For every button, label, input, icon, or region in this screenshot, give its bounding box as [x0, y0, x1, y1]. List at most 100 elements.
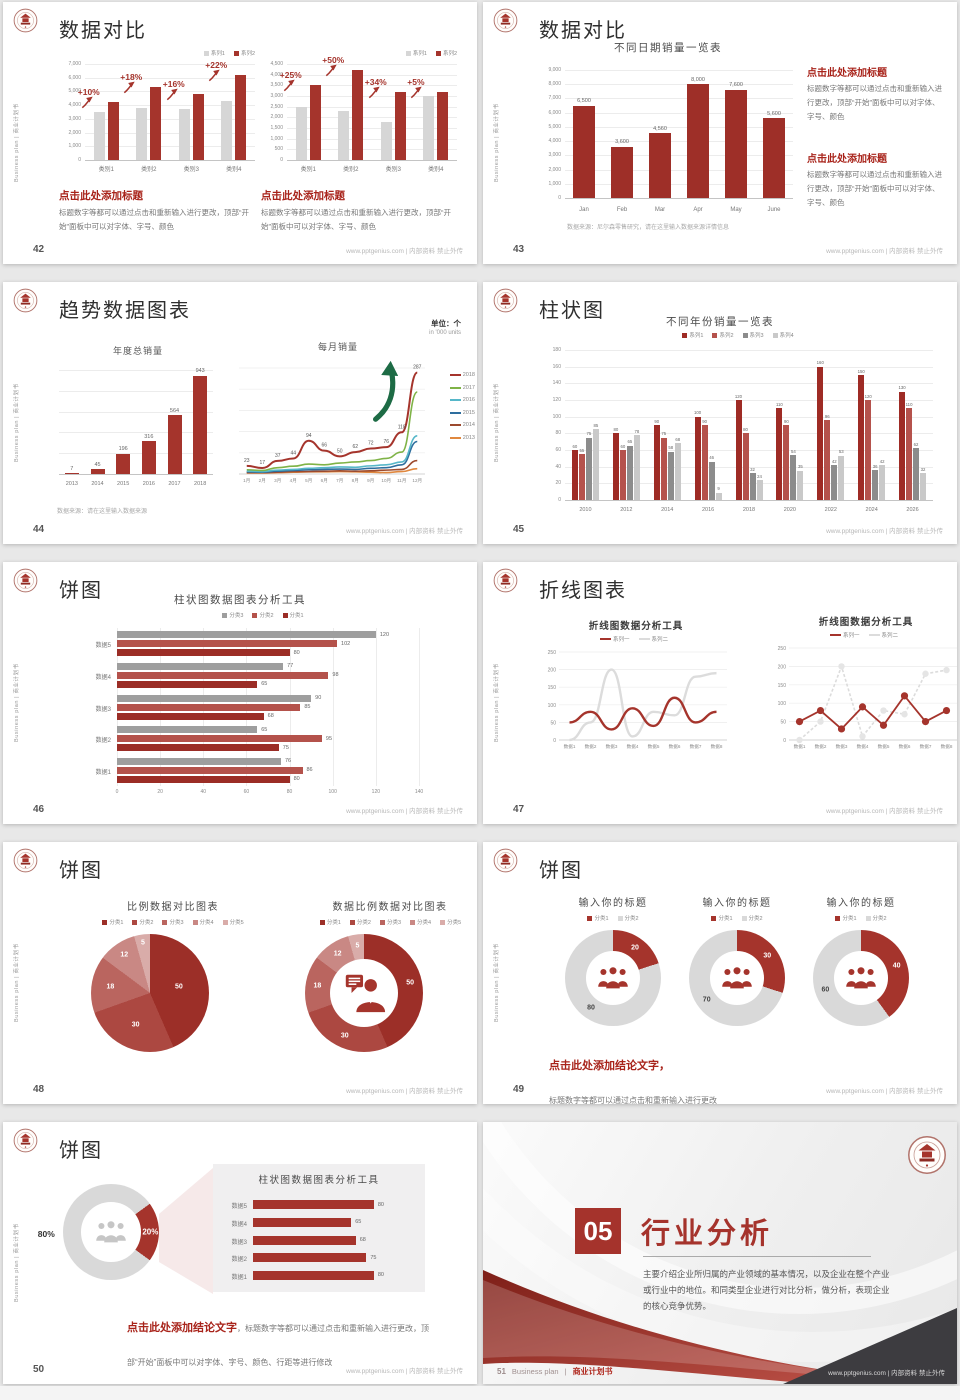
- svg-text:数据3: 数据3: [606, 743, 618, 750]
- svg-text:287: 287: [413, 365, 422, 371]
- x-axis-label: 80: [286, 789, 293, 795]
- growth-pin-arrow-icon: [283, 79, 296, 92]
- sidebar-vertical-text: Business plan | 商业计划书: [14, 943, 20, 1022]
- page-number: 44: [33, 524, 45, 535]
- bar-chart-monthly-sales: 9,000 8,000 7,000 6,000 5,000 4,000 3,000 2,000…: [535, 56, 797, 214]
- gridline: [565, 98, 793, 100]
- chart-title: 数据比例数据对比图表: [332, 902, 448, 913]
- slide-46[interactable]: Business plan | 商业计划书 饼图 柱状图数据图表分析工具 分类3…: [3, 562, 477, 824]
- slide-45[interactable]: Business plan | 商业计划书 柱状图 不同年份销量一览表 系列1 系…: [483, 282, 957, 544]
- slide-49[interactable]: Business plan | 商业计划书 饼图 输入你的标题 分类1 分类2 2…: [483, 842, 957, 1104]
- bar-value-label: 68: [359, 1237, 366, 1243]
- slide-footer: www.pptgenius.com | 内部资料 禁止外传: [826, 248, 943, 255]
- slice-label: 20: [631, 944, 639, 952]
- gridline: [565, 400, 933, 401]
- growth-percent-label: +5%: [407, 76, 425, 87]
- slide-50[interactable]: Business plan | 商业计划书 饼图 20% 80% 柱状图数据图表分…: [3, 1122, 477, 1384]
- slide-42[interactable]: Business plan | 商业计划书 数据对比 系列1 系列2 7,000 6,…: [3, 2, 477, 264]
- slide-51-section-divider[interactable]: 05 行业分析 主要介绍企业所归属的产业领域的基本情况，以及企业在整个产业或行业…: [483, 1122, 957, 1384]
- slide-44[interactable]: Business plan | 商业计划书 趋势数据图表 单位：个 in '00…: [3, 282, 477, 544]
- bar-value-label: 65: [627, 439, 633, 445]
- callout-beam: [159, 1168, 213, 1294]
- panel-title: 柱状图数据图表分析工具: [258, 1175, 380, 1186]
- chart-title: 年度总销量: [112, 346, 163, 356]
- bar-chart-left: 系列1 系列2 7,000 6,000 5,000 4,000 3,000 2,000 1,00…: [59, 48, 259, 174]
- line-chart-markers: 系列一 系列二 250 200 150 100 50 0 数据1 数据2 数据3 数据4 数据5 数据6 数…: [767, 630, 957, 754]
- legend-swatch-icon: [829, 634, 841, 636]
- gridline: [59, 390, 213, 392]
- svg-text:100: 100: [778, 701, 787, 707]
- category-label: 数据5: [95, 643, 111, 650]
- bar: [649, 133, 671, 198]
- chart-legend: 分类1 分类2: [687, 914, 787, 922]
- legend-item: 系列二: [638, 635, 669, 643]
- legend-swatch-icon: [222, 919, 228, 925]
- slice-label: 50: [406, 979, 415, 987]
- gridline: [565, 126, 793, 128]
- legend-swatch-icon: [162, 919, 168, 925]
- bar: [380, 121, 392, 160]
- growth-percent-label: +18%: [120, 72, 143, 83]
- bar: [193, 375, 208, 474]
- bar-value-label: 24: [757, 473, 762, 479]
- line-chart-monthly-sales: 23 17 37 44 94 66 50 62 72 76 118 287 1月 2月 3月 4月 5月 6月 7月…: [231, 354, 475, 490]
- school-seal-icon: [13, 848, 38, 873]
- x-axis-line: [85, 160, 255, 161]
- legend-item: 系列4: [772, 331, 794, 339]
- bar: [167, 415, 182, 474]
- page-number: 43: [513, 244, 525, 255]
- legend-line-icon: [449, 411, 461, 414]
- x-axis-label: 2024: [865, 507, 878, 513]
- unit-label-cn: 单位：个: [431, 319, 461, 328]
- legend-swatch-icon: [865, 915, 871, 921]
- category-label: 数据2: [95, 738, 111, 745]
- legend-label: 分类2: [748, 916, 763, 922]
- legend-item: 2014: [449, 422, 475, 428]
- svg-text:6月: 6月: [321, 478, 328, 484]
- bar-value-label: 68: [267, 713, 274, 719]
- x-axis-label: 类别2: [343, 167, 359, 173]
- growth-percent-label: +16%: [162, 79, 185, 90]
- slide-43[interactable]: Business plan | 商业计划书 数据对比 不同日期销量一览表 9,0…: [483, 2, 957, 264]
- brand-cn: 商业计划书: [572, 1367, 613, 1376]
- chart-title: 比例数据对比图表: [127, 902, 219, 913]
- bar-value-label: 86: [306, 767, 313, 774]
- bar-value-label: 45: [94, 461, 101, 468]
- x-axis-label: 2013: [65, 481, 78, 487]
- bar-value-label: 42: [879, 458, 885, 464]
- legend-line-icon: [449, 436, 461, 439]
- gridline: [565, 366, 933, 368]
- x-axis-line: [59, 474, 213, 475]
- pie-disc: [91, 934, 209, 1052]
- bar: [253, 1235, 356, 1245]
- svg-text:250: 250: [778, 646, 787, 652]
- bar: [653, 425, 660, 500]
- x-axis-label: 140: [414, 789, 424, 795]
- bar: [687, 84, 709, 198]
- x-axis-label: 2014: [91, 481, 104, 487]
- svg-text:150: 150: [548, 685, 557, 691]
- slide-47[interactable]: Business plan | 商业计划书 折线图表 折线图数据分析工具 系列一…: [483, 562, 957, 824]
- horizontal-bar-chart: 分类3 分类2 分类1 0 20 40 60 80 100 120 140 120 102 80 数据5 77…: [83, 610, 447, 802]
- donut-hole: [834, 951, 888, 1005]
- x-axis-label: 0: [115, 789, 119, 795]
- bar: [117, 680, 258, 688]
- bar-value-label: 6,500: [577, 98, 591, 105]
- legend-label: 分类5: [229, 920, 244, 926]
- category-label: 数据1: [231, 1274, 247, 1281]
- chart-title: 输入你的标题: [578, 898, 648, 909]
- legend-label: 系列二: [651, 637, 669, 643]
- y-axis-label: 60: [555, 447, 561, 453]
- legend-label: 分类5: [447, 920, 462, 926]
- bar-value-label: 160: [816, 360, 824, 366]
- conclusion-heading: 点击此处添加结论文字: [127, 1322, 237, 1334]
- bar: [858, 375, 865, 500]
- legend-swatch-icon: [222, 612, 228, 618]
- legend-line-icon: [449, 399, 461, 401]
- brand-separator: |: [564, 1367, 567, 1376]
- gridline: [565, 141, 793, 143]
- bar-value-label: 8,000: [691, 76, 705, 83]
- slide-48[interactable]: Business plan | 商业计划书 饼图 比例数据对比图表 分类1 分类2…: [3, 842, 477, 1104]
- svg-text:数据2: 数据2: [585, 743, 597, 750]
- bar: [790, 455, 797, 500]
